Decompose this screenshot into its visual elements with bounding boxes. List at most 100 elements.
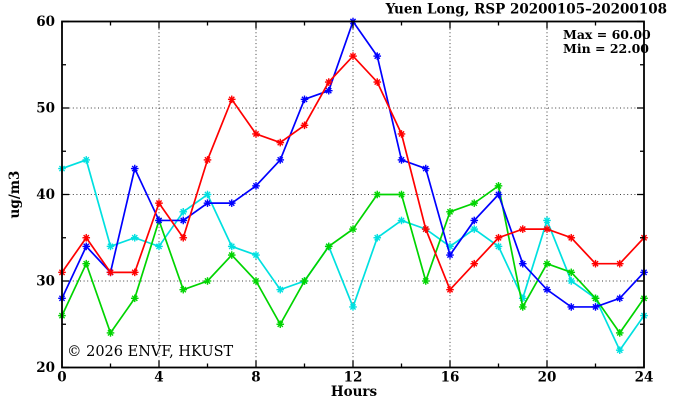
x-tick-label: 12 xyxy=(344,370,363,386)
data-point-marker xyxy=(349,52,357,60)
data-point-marker xyxy=(494,190,503,199)
data-point-marker xyxy=(446,251,454,259)
data-point-marker xyxy=(179,233,188,242)
data-point-marker xyxy=(615,346,624,354)
data-point-marker xyxy=(106,329,115,337)
data-point-marker xyxy=(276,285,285,294)
data-point-marker xyxy=(82,233,91,242)
data-point-marker xyxy=(615,329,624,337)
data-point-marker xyxy=(373,233,382,242)
data-point-marker xyxy=(494,182,503,190)
data-point-marker xyxy=(227,251,236,259)
series-blue xyxy=(58,17,648,311)
data-point-marker xyxy=(324,242,333,251)
data-point-marker xyxy=(518,225,527,233)
data-point-marker xyxy=(397,130,406,138)
data-point-marker xyxy=(227,95,236,104)
data-point-marker xyxy=(179,285,188,294)
data-point-marker xyxy=(155,242,163,251)
data-point-marker xyxy=(82,156,91,164)
data-point-marker xyxy=(179,216,188,225)
data-point-marker xyxy=(155,216,163,225)
data-point-marker xyxy=(106,242,115,251)
data-point-marker xyxy=(349,303,357,311)
series-cyan xyxy=(58,156,648,354)
y-tick-label: 20 xyxy=(36,360,55,376)
x-tick-label: 4 xyxy=(154,370,163,386)
data-point-marker xyxy=(518,259,527,268)
x-axis-label: Hours xyxy=(331,384,378,400)
chart-title: Yuen Long, RSP 20200105–20200108 xyxy=(385,2,667,18)
data-point-marker xyxy=(324,86,333,95)
data-point-marker xyxy=(203,190,212,199)
data-point-marker xyxy=(203,156,212,164)
data-point-marker xyxy=(203,277,212,285)
gridlines xyxy=(62,21,644,368)
data-point-marker xyxy=(252,130,260,138)
data-point-marker xyxy=(397,156,406,164)
data-point-marker xyxy=(179,208,188,216)
y-tick-label: 40 xyxy=(36,187,55,203)
data-point-marker xyxy=(82,242,91,251)
x-tick-label: 24 xyxy=(635,370,654,386)
data-point-marker xyxy=(470,199,479,207)
y-tick-label: 50 xyxy=(36,101,55,117)
data-point-marker xyxy=(421,277,430,285)
data-point-marker xyxy=(276,320,285,329)
data-point-marker xyxy=(421,225,430,233)
watermark: © 2026 ENVF, HKUST xyxy=(67,344,233,360)
x-tick-label: 0 xyxy=(57,370,66,386)
x-tick-label: 16 xyxy=(441,370,460,386)
max-annotation: Max = 60.00 xyxy=(563,27,651,42)
series-blue-line xyxy=(61,19,645,308)
data-point-marker xyxy=(518,303,527,311)
data-point-marker xyxy=(349,225,357,233)
data-point-marker xyxy=(397,190,406,199)
data-point-marker xyxy=(397,216,406,225)
data-point-marker xyxy=(373,78,382,86)
data-point-marker xyxy=(446,285,454,294)
data-point-marker xyxy=(615,294,624,303)
data-point-marker xyxy=(130,294,139,303)
data-point-marker xyxy=(494,242,503,251)
y-tick-label: 60 xyxy=(36,14,55,30)
y-tick-label: 30 xyxy=(36,274,55,290)
data-point-marker xyxy=(567,233,576,242)
series-cyan-line xyxy=(61,158,645,352)
data-point-marker xyxy=(591,303,600,311)
min-annotation: Min = 22.00 xyxy=(563,41,649,56)
data-point-marker xyxy=(227,242,236,251)
data-point-marker xyxy=(446,208,454,216)
data-point-marker xyxy=(300,277,309,285)
data-point-marker xyxy=(276,138,285,147)
x-tick-label: 20 xyxy=(538,370,557,386)
data-point-marker xyxy=(276,156,285,164)
data-point-marker xyxy=(324,78,333,86)
data-point-marker xyxy=(203,199,212,207)
data-point-marker xyxy=(82,259,91,268)
axis-labels: 0 4 8 12 16 20 24 20 30 40 50 60 xyxy=(36,14,653,386)
data-point-marker xyxy=(543,285,551,294)
data-point-marker xyxy=(470,225,479,233)
data-point-marker xyxy=(252,182,260,190)
data-point-marker xyxy=(106,268,115,277)
x-tick-label: 8 xyxy=(251,370,260,386)
data-point-marker xyxy=(300,121,309,130)
data-point-marker xyxy=(567,268,576,277)
data-series xyxy=(58,17,648,354)
data-point-marker xyxy=(130,164,139,173)
data-point-marker xyxy=(252,251,260,259)
data-point-marker xyxy=(567,303,576,311)
data-point-marker xyxy=(130,268,139,277)
data-point-marker xyxy=(591,259,600,268)
data-point-marker xyxy=(252,277,260,285)
data-point-marker xyxy=(543,225,551,233)
data-point-marker xyxy=(470,259,479,268)
data-point-marker xyxy=(543,259,551,268)
data-point-marker xyxy=(591,294,600,303)
data-point-marker xyxy=(227,199,236,207)
data-point-marker xyxy=(543,216,551,225)
data-point-marker xyxy=(494,233,503,242)
